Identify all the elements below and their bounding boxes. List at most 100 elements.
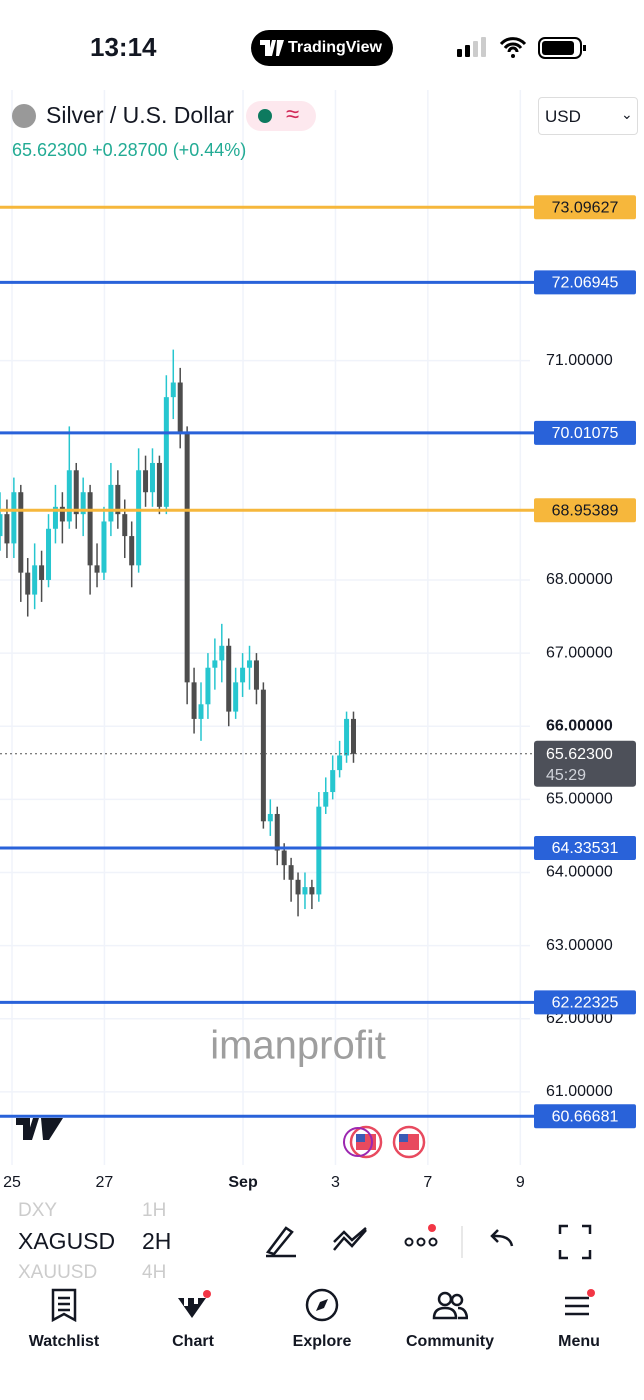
candle-body <box>115 484 121 515</box>
draw-tool[interactable] <box>265 1226 296 1258</box>
candle-body <box>87 492 93 566</box>
candle-body <box>274 813 280 851</box>
more-tools[interactable] <box>404 1224 438 1247</box>
interval-prev[interactable]: 1H <box>142 1200 167 1221</box>
fullscreen[interactable] <box>558 1224 592 1260</box>
app-pill: TradingView <box>251 30 393 66</box>
status-icons <box>457 37 586 59</box>
y-tick-label: 68.00000 <box>546 571 613 588</box>
candle-body <box>344 718 350 756</box>
nav-label: Watchlist <box>28 1333 100 1350</box>
level-tag <box>534 835 636 860</box>
candle-body <box>247 660 253 668</box>
candle-body <box>198 704 204 719</box>
level-label: 73.09627 <box>552 199 619 216</box>
event-flag-canton <box>356 1134 365 1142</box>
price-change-pct: (+0.44%) <box>172 140 247 160</box>
toolbar: DXY XAGUSD XAUUSD 1H 2H 4H <box>0 1196 644 1283</box>
delay-icon: ≈ <box>286 101 300 128</box>
nav-icon <box>305 1288 339 1322</box>
tv-logo <box>16 1118 63 1140</box>
candle-body <box>170 382 176 398</box>
currency-select[interactable]: USD ⌄ <box>538 97 638 135</box>
candle-body <box>32 565 38 595</box>
candle-body <box>226 645 232 712</box>
tool-icons <box>265 1224 592 1260</box>
candle-body <box>0 514 3 537</box>
symbol-icon <box>12 104 36 128</box>
y-tick-label: 65.00000 <box>546 791 613 808</box>
level-tag <box>534 990 636 1015</box>
y-tick-label: 63.00000 <box>546 937 613 954</box>
interval-next[interactable]: 4H <box>142 1262 167 1283</box>
candle-body <box>212 660 218 668</box>
interval-current[interactable]: 2H <box>142 1228 172 1254</box>
candle-body <box>177 382 183 434</box>
x-tick-label: Sep <box>228 1174 258 1191</box>
candle-body <box>25 572 31 595</box>
candle-body <box>205 667 211 705</box>
status-badge[interactable]: ≈ <box>246 101 316 131</box>
candle-body <box>66 470 72 522</box>
candle-body <box>281 850 287 866</box>
y-tick-label: 61.00000 <box>546 1083 613 1100</box>
nav-chart[interactable]: Chart <box>129 1288 257 1351</box>
x-tick-label: 9 <box>516 1174 525 1191</box>
chart: imanprofit61.0000062.0000063.0000064.000… <box>0 90 636 1192</box>
nav-community[interactable]: Community <box>386 1288 514 1351</box>
y-tick-label: 66.00000 <box>546 717 613 734</box>
candle-body <box>330 770 336 793</box>
candle-body <box>156 462 162 507</box>
candle-body <box>143 470 149 493</box>
candle-body <box>149 462 155 493</box>
x-tick-label: 7 <box>423 1174 432 1191</box>
level-label: 60.66681 <box>552 1108 619 1125</box>
y-tick-label: 67.00000 <box>546 644 613 661</box>
clock: 13:14 <box>90 32 157 62</box>
candle-body <box>52 506 58 529</box>
candle-body <box>18 492 24 573</box>
price-summary: 65.62300 +0.28700 (+0.44%) <box>12 140 246 161</box>
symbol-prev[interactable]: DXY <box>18 1200 58 1221</box>
candle-body <box>240 667 246 683</box>
nav-menu[interactable]: Menu <box>515 1288 643 1351</box>
candle-body <box>253 660 259 690</box>
symbol-name[interactable]: Silver / U.S. Dollar <box>46 102 234 128</box>
candle-body <box>233 682 239 712</box>
bottom-nav <box>0 1280 644 1400</box>
level-tag <box>534 270 636 295</box>
level-label: 64.33531 <box>552 840 619 857</box>
candle-body <box>39 565 45 580</box>
candle-body <box>94 565 100 573</box>
candle-body <box>136 470 142 566</box>
candle-body <box>350 718 356 754</box>
app-logo <box>260 40 284 56</box>
candle-body <box>288 865 294 880</box>
candle-body <box>260 689 266 822</box>
candle-body <box>59 506 65 522</box>
symbol-next[interactable]: XAUUSD <box>18 1262 98 1283</box>
undo[interactable] <box>490 1229 514 1247</box>
candle-body <box>4 514 10 544</box>
candle-body <box>129 536 135 566</box>
nav-watchlist[interactable]: Watchlist <box>0 1288 128 1351</box>
y-tick-label: 71.00000 <box>546 352 613 369</box>
nav-label: Explore <box>292 1333 352 1350</box>
symbol-current[interactable]: XAGUSD <box>18 1228 116 1254</box>
price-change: +0.28700 <box>92 140 168 160</box>
level-label: 62.22325 <box>552 995 619 1012</box>
nav-label: Community <box>406 1333 494 1350</box>
level-label: 72.06945 <box>552 275 619 292</box>
last-price: 65.62300 <box>12 140 88 160</box>
nav-explore[interactable]: Explore <box>258 1288 386 1351</box>
nav-icon <box>51 1288 77 1323</box>
chevron: ⌄ <box>621 106 633 122</box>
trend-tool[interactable] <box>333 1227 367 1251</box>
nav-label: Menu <box>558 1333 600 1350</box>
last-price-tag <box>534 740 636 787</box>
event-marker-back <box>343 1127 373 1157</box>
candle-body <box>80 492 86 515</box>
candle-body <box>108 484 114 522</box>
countdown: 45:29 <box>546 767 586 784</box>
